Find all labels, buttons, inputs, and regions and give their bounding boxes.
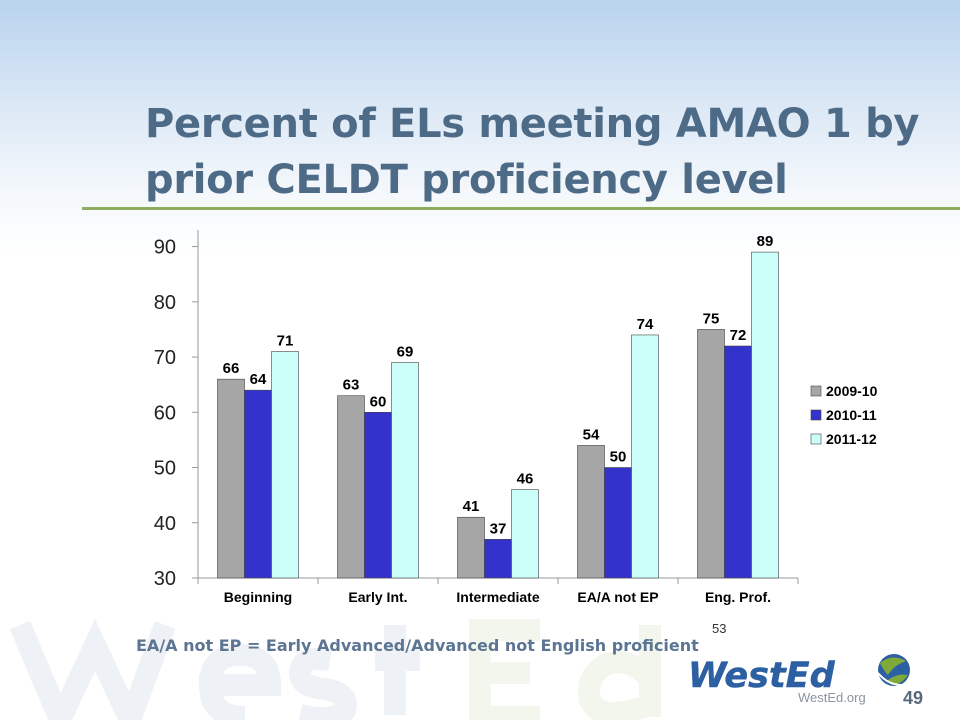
x-axis-ticks: Beginning Early Int. Intermediate EA/A not … — [197, 578, 799, 605]
slide-number: 49 — [903, 688, 924, 708]
legend-swatch — [810, 385, 822, 397]
bar — [271, 351, 299, 579]
y-tick-label: 80 — [154, 292, 176, 314]
bar — [217, 378, 245, 579]
legend-label: 2011-12 — [826, 431, 877, 447]
legend-label: 2009-10 — [826, 383, 878, 399]
bar-value-label: 41 — [463, 498, 480, 515]
logo-url: WestEd.org — [798, 690, 866, 705]
bar — [751, 251, 779, 579]
y-tick-label: 60 — [154, 402, 176, 424]
y-tick-label: 90 — [154, 237, 176, 259]
legend-swatch — [810, 433, 822, 445]
bar — [631, 334, 659, 579]
bar — [724, 345, 752, 579]
bar-value-label: 75 — [703, 310, 720, 327]
y-tick-label: 40 — [154, 513, 176, 535]
y-tick-label: 50 — [154, 458, 176, 480]
bar-value-label: 71 — [277, 333, 294, 350]
bar — [697, 329, 725, 579]
footnote: EA/A not EP = Early Advanced/Advanced no… — [136, 636, 699, 655]
bar-data-labels: 66 64 71 63 60 69 41 37 46 54 50 74 75 72 89 — [223, 233, 774, 537]
legend-label: 2010-11 — [826, 407, 877, 423]
y-axis-ticks: 30 40 50 60 70 80 90 — [154, 237, 198, 590]
bar-value-label: 89 — [757, 233, 774, 250]
title-line-2: prior CELDT proficiency level — [145, 157, 788, 203]
x-tick-label: Beginning — [224, 589, 292, 605]
bar-value-label: 37 — [490, 520, 507, 537]
x-tick-label: Intermediate — [456, 589, 539, 605]
slide-title: Percent of ELs meeting AMAO 1 by prior CE… — [145, 96, 925, 208]
bar — [577, 445, 605, 579]
bar-chart: 30 40 50 60 70 80 90 Beginning Early Int. Interm… — [154, 230, 878, 605]
title-line-1: Percent of ELs meeting AMAO 1 by — [145, 101, 920, 147]
title-divider — [82, 207, 960, 210]
bar-value-label: 60 — [370, 393, 387, 410]
source-page-number: 53 — [712, 621, 727, 636]
legend-swatch — [810, 409, 822, 421]
bar — [484, 539, 512, 579]
bar — [511, 489, 539, 579]
bar-value-label: 66 — [223, 360, 240, 377]
x-tick-label: Early Int. — [348, 589, 407, 605]
bar — [364, 411, 392, 579]
bar-value-label: 54 — [583, 426, 600, 443]
y-tick-label: 70 — [154, 347, 176, 369]
wested-watermark — [0, 605, 960, 720]
logo-globe-icon — [877, 654, 910, 686]
bar — [244, 389, 272, 579]
wested-logo: WestEd — [688, 651, 913, 711]
bar — [337, 395, 365, 579]
y-tick-label: 30 — [154, 568, 176, 590]
bar-value-label: 63 — [343, 377, 360, 394]
bar-value-label: 69 — [397, 344, 414, 361]
chart-legend: 2009-10 2010-11 2011-12 — [810, 383, 878, 447]
bar-value-label: 74 — [637, 316, 654, 333]
x-tick-label: EA/A not EP — [577, 589, 658, 605]
bar-value-label: 50 — [610, 449, 627, 466]
bar-value-label: 64 — [250, 371, 267, 388]
bar-series-group — [217, 251, 779, 579]
x-tick-label: Eng. Prof. — [705, 589, 771, 605]
bar — [391, 362, 419, 579]
logo-wordmark: WestEd — [688, 656, 836, 696]
bar-value-label: 72 — [730, 327, 747, 344]
bar — [457, 516, 485, 579]
bar — [604, 467, 632, 579]
bar-value-label: 46 — [517, 471, 534, 488]
